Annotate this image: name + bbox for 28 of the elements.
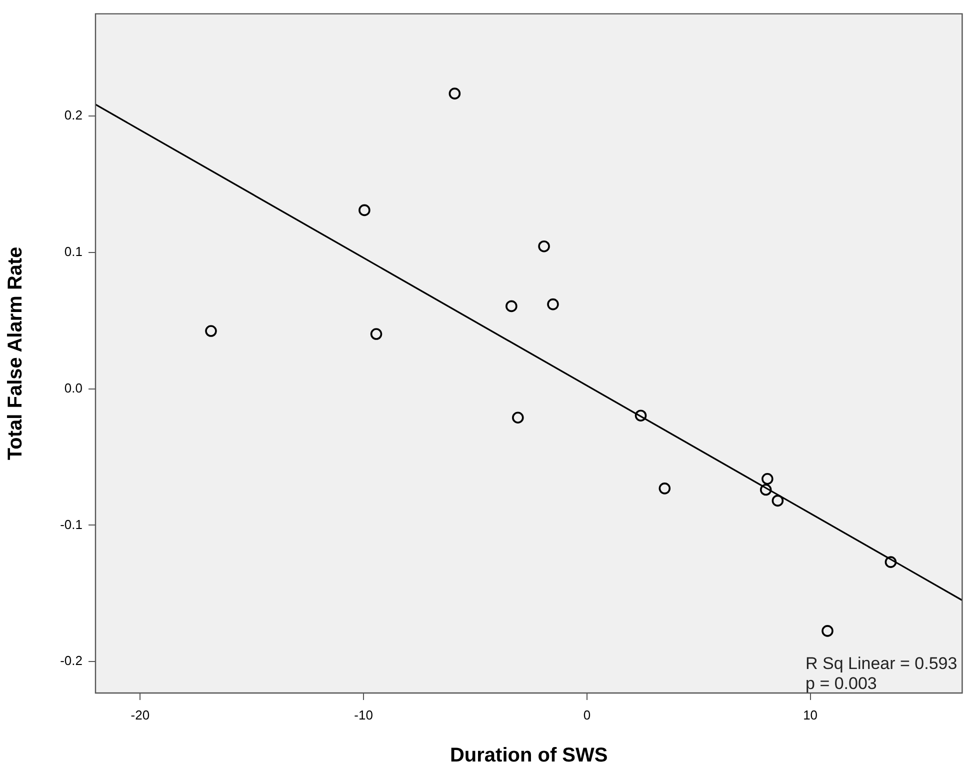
point (658, 482, 671, 494)
y-tick-label: -0.2 (60, 653, 82, 668)
x-axis-title: Duration of SWS (450, 744, 608, 767)
annotation: p = 0.003 (806, 674, 877, 693)
point (370, 328, 382, 340)
x-tick-label: -20 (130, 707, 150, 722)
point (822, 625, 834, 637)
point (512, 412, 524, 424)
point (634, 410, 647, 422)
point (762, 472, 774, 485)
annotation: R Sq Linear = 0.593 (806, 654, 958, 673)
point (538, 240, 550, 252)
y-axis-title: Total False Alarm Rate (4, 246, 27, 460)
point (506, 300, 518, 312)
point (760, 484, 772, 496)
point (884, 556, 897, 568)
y-tick-label: 0.0 (64, 380, 82, 396)
y-tick-label: -0.1 (60, 516, 82, 532)
x-tick-label: 10 (803, 707, 818, 722)
point (358, 204, 370, 216)
x-tick-label: 0 (583, 707, 591, 722)
point (547, 298, 559, 310)
y-tick-label: 0.1 (64, 244, 82, 260)
point (772, 494, 784, 507)
point (205, 325, 217, 337)
x-tick-label: -10 (354, 707, 373, 722)
y-tick-label: 0.2 (64, 108, 82, 123)
point (448, 88, 461, 100)
